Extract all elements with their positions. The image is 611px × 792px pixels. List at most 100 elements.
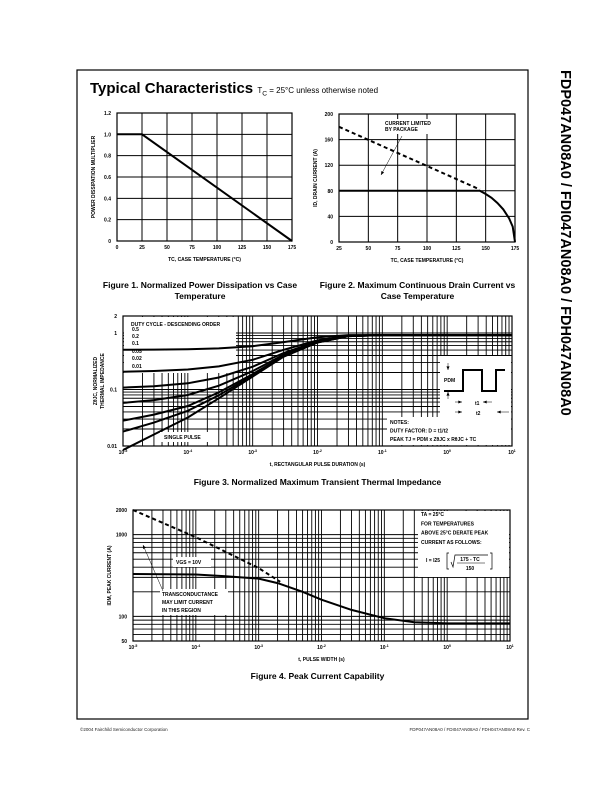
x-tick-label: 25 (139, 245, 145, 251)
derate-note-line: ABOVE 25°C DERATE PEAK (421, 531, 489, 537)
arrow-head (143, 545, 146, 549)
x-tick-exponent: -1 (386, 644, 389, 648)
x-tick-exponent: 0 (449, 449, 451, 453)
y-tick-label: 0.6 (104, 175, 111, 181)
notes-line: DUTY FACTOR: D = t1/t2 (390, 429, 448, 435)
y-tick-label: 0.1 (110, 388, 117, 394)
x-tick-exponent: -4 (197, 644, 200, 648)
notes-line: NOTES: (390, 420, 409, 426)
pdm-label: PDM (444, 378, 455, 384)
x-tick-label: 101 (506, 644, 514, 651)
x-axis-label: TC, CASE TEMPERATURE (°C) (391, 258, 464, 264)
x-tick-label: 175 (511, 246, 520, 252)
x-tick-label: 10-4 (183, 449, 192, 456)
legend-title-background (124, 318, 236, 329)
x-tick-exponent: 1 (512, 644, 514, 648)
x-tick-label: 100 (443, 644, 451, 651)
t2-label: t2 (476, 411, 481, 417)
x-tick-exponent: -2 (323, 644, 326, 648)
figure-2-caption: Figure 2. Maximum Continuous Drain Curre… (319, 280, 516, 301)
arrow-head (446, 366, 450, 370)
annotation-background (383, 119, 435, 134)
legend-duty-value: 0.02 (132, 356, 142, 362)
series-drain-current (339, 189, 516, 243)
arrow-head (446, 392, 450, 396)
x-tick-label: 75 (189, 245, 195, 251)
x-tick-label: 10-4 (191, 644, 200, 651)
y-axis-label: IDM, PEAK CURRENT (A) (107, 545, 113, 605)
pulse-inset-background (440, 356, 511, 417)
series-duty-single-pulse (122, 334, 512, 451)
figure-2-chart: 25 50 75 100 125 150 175 0 40 80 120 160 200 TC, CASE… (313, 112, 519, 264)
y-tick-label: 160 (325, 138, 334, 144)
figure-4-chart: 10-5 10-4 10-3 10-2 10-1 100 1015010010002000t… (107, 508, 514, 663)
y-tick-label: 1000 (116, 533, 127, 539)
footer-copyright: ©2004 Fairchild Semiconductor Corporatio… (80, 727, 168, 732)
x-tick-label: 10-1 (378, 449, 387, 456)
y-tick-label: 1.0 (104, 132, 111, 138)
x-tick-label: 100 (423, 246, 432, 252)
arrow-head (458, 410, 462, 414)
y-tick-label: 40 (327, 214, 333, 220)
plot-frame (132, 509, 511, 642)
arrow-head (483, 400, 487, 404)
arrow-head (497, 410, 501, 414)
x-axis-label: TC, CASE TEMPERATURE (°C) (168, 257, 241, 263)
y-tick-label: 0.01 (107, 444, 117, 450)
y-tick-label: 100 (119, 614, 128, 620)
notes-background (387, 417, 511, 445)
x-tick-label: 150 (263, 245, 272, 251)
single-pulse-label: SINGLE PULSE (164, 435, 201, 441)
x-axis-label: t, RECTANGULAR PULSE DURATION (s) (270, 462, 366, 468)
x-tick-label: 100 (443, 449, 451, 456)
x-tick-label: 10-2 (317, 644, 326, 651)
package-limit-annotation: CURRENT LIMITED (385, 121, 431, 127)
package-limit-annotation: BY PACKAGE (385, 127, 419, 133)
figure-4-caption: Figure 4. Peak Current Capability (250, 671, 385, 681)
y-tick-label: 1.2 (104, 111, 111, 117)
formula-denominator: 150 (466, 566, 475, 572)
x-tick-label: 10-3 (254, 644, 263, 651)
y-tick-label: 0.4 (104, 196, 111, 202)
legend-duty-value: 0.05 (132, 349, 142, 355)
vgs-label-background (173, 557, 211, 567)
x-tick-exponent: 0 (449, 644, 451, 648)
condition-sub: C (262, 90, 268, 98)
series-package-limit (338, 125, 481, 191)
x-tick-label: 125 (238, 245, 247, 251)
y-tick-label: 0.8 (104, 154, 111, 160)
legend-duty-value: 0.5 (132, 327, 139, 333)
plot-frame (116, 112, 293, 242)
transconductance-note-line: MAY LIMIT CURRENT (162, 600, 213, 606)
part-number-side-title: FDP047AN08A0 / FDI047AN08A0 / FDH047AN08… (557, 70, 573, 416)
legend-duty-value: 0.2 (132, 334, 139, 340)
page-frame (76, 69, 529, 720)
plot-frame (122, 315, 513, 447)
condition-note: TC = 25°C unless otherwise noted (257, 86, 378, 98)
x-tick-exponent: -5 (124, 449, 127, 453)
derate-note-background (418, 511, 509, 577)
series-vgs-10v (132, 573, 510, 625)
vgs-label: VGS = 10V (176, 560, 202, 566)
notes-line: PEAK TJ = PDM x ZθJC x RθJC + TC (390, 437, 477, 443)
formula-lhs: I = I25 (426, 558, 440, 564)
x-tick-label: 175 (288, 245, 297, 251)
y-tick-label: 0 (330, 240, 333, 246)
y-axis-label: ZθJC, NORMALIZED (93, 356, 99, 405)
plot-frame (338, 113, 516, 243)
x-tick-exponent: -4 (189, 449, 192, 453)
formula-numerator: 175 - TC (460, 557, 480, 563)
series-transconductance-limit (132, 509, 281, 583)
y-tick-label: 200 (325, 112, 334, 118)
footer-part-rev: FDP047AN08A0 / FDI047AN08A0 / FDH047AN08… (409, 727, 530, 732)
derate-note-line: FOR TEMPERATURES (421, 521, 475, 527)
x-tick-label: 0 (116, 245, 119, 251)
y-tick-label: 50 (121, 639, 127, 645)
legend-duty-value: 0.01 (132, 364, 142, 370)
x-tick-label: 50 (366, 246, 372, 252)
y-tick-label: 80 (327, 189, 333, 195)
x-tick-label: 75 (395, 246, 401, 252)
